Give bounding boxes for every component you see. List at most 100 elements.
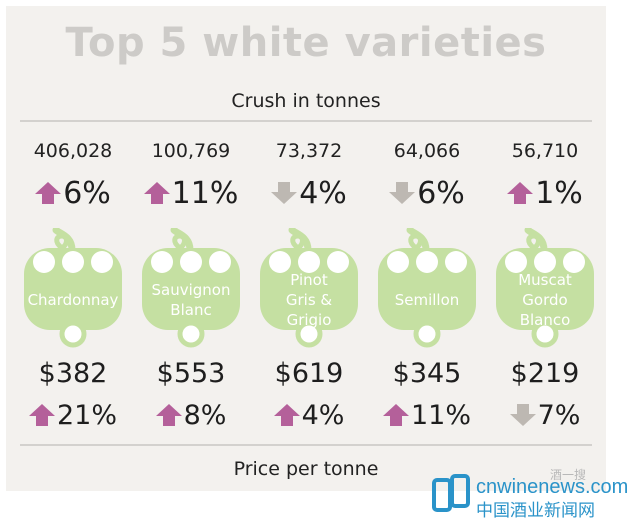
price-label: Price per tonne	[233, 458, 379, 480]
grape-berry	[531, 320, 559, 348]
variety-column: 56,710 1% Muscat Gordo Blanco $219 7%	[486, 6, 604, 491]
price-change: 11%	[368, 398, 486, 432]
price-per-tonne: $619	[274, 358, 344, 389]
arrow-up-icon	[273, 404, 300, 426]
grape-berry	[413, 320, 441, 348]
watermark-site: cnwinenews.com	[476, 476, 629, 498]
arrow-up-icon	[382, 404, 409, 426]
grape-berry	[563, 251, 585, 273]
crush-change-value: 4%	[299, 175, 347, 211]
arrow-up-icon	[507, 182, 534, 204]
arrow-down-icon	[389, 182, 416, 204]
grape-icon: Pinot Gris & Grigio	[250, 226, 368, 348]
variety-name: Muscat Gordo Blanco	[490, 270, 600, 330]
crush-change: 1%	[486, 175, 604, 211]
crush-tonnes: 56,710	[511, 140, 579, 162]
variety-name: Semillon	[372, 290, 482, 310]
variety-name-line: Gordo	[522, 291, 568, 309]
grape-cluster-icon	[378, 226, 476, 348]
crush-tonnes: 73,372	[275, 140, 343, 162]
grape-tendril	[172, 233, 187, 252]
crush-tonnes: 406,028	[33, 140, 113, 162]
variety-name: Chardonnay	[18, 290, 128, 310]
price-change-value: 21%	[56, 399, 117, 431]
price-change-value: 8%	[183, 399, 227, 431]
grape-berry	[445, 251, 467, 273]
grape-berry	[33, 251, 55, 273]
grape-berry	[180, 251, 202, 273]
grape-icon: Semillon	[368, 226, 486, 348]
crush-change: 11%	[132, 175, 250, 211]
grape-cluster-icon	[260, 226, 358, 348]
variety-column: 64,066 6% Semillon $345 11%	[368, 6, 486, 491]
variety-name: Sauvignon Blanc	[136, 280, 246, 320]
variety-name-line: Sauvignon	[151, 281, 231, 299]
arrow-up-icon	[35, 182, 62, 204]
price-per-tonne: $382	[38, 358, 108, 389]
grape-icon: Chardonnay	[14, 226, 132, 348]
price-per-tonne: $219	[510, 358, 580, 389]
grape-cluster-icon	[142, 226, 240, 348]
arrow-down-icon	[271, 182, 298, 204]
watermark: 酒一搜 cnwinenews.com 中国酒业新闻网	[430, 468, 630, 521]
watermark-chinese: 中国酒业新闻网	[476, 501, 595, 521]
chart-title: Top 5 white varieties	[65, 20, 547, 66]
grape-tendril	[526, 233, 541, 252]
grape-tendril	[408, 233, 423, 252]
crush-tonnes: 64,066	[393, 140, 461, 162]
price-change: 4%	[250, 398, 368, 432]
price-change-value: 11%	[410, 399, 471, 431]
price-change: 21%	[14, 398, 132, 432]
grape-icon: Sauvignon Blanc	[132, 226, 250, 348]
grape-tendril	[290, 233, 305, 252]
grape-berry	[177, 320, 205, 348]
variety-name-line: Pinot	[290, 271, 328, 289]
crush-change-value: 11%	[171, 175, 239, 211]
grape-berry	[327, 251, 349, 273]
grape-tendril	[54, 233, 69, 252]
variety-name-line: Semillon	[394, 291, 460, 309]
variety-name-line: Gris &	[285, 291, 333, 309]
crush-change-value: 1%	[535, 175, 583, 211]
grape-berry	[151, 251, 173, 273]
variety-name: Pinot Gris & Grigio	[254, 270, 364, 330]
variety-column: 406,028 6% Chardonnay $382 21%	[14, 6, 132, 491]
crush-change: 6%	[368, 175, 486, 211]
crush-change-value: 6%	[63, 175, 111, 211]
variety-column: 100,769 11% Sauvignon Blanc $553 8%	[132, 6, 250, 491]
price-change-value: 7%	[537, 399, 581, 431]
infographic-panel: Top 5 white varieties Crush in tonnes Pr…	[6, 6, 606, 491]
top-divider	[20, 120, 592, 122]
crush-label: Crush in tonnes	[231, 90, 381, 112]
watermark-small-text: 酒一搜	[550, 468, 587, 482]
price-per-tonne: $553	[156, 358, 226, 389]
crush-tonnes: 100,769	[151, 140, 231, 162]
arrow-up-icon	[28, 404, 55, 426]
crush-change: 4%	[250, 175, 368, 211]
grape-berry	[295, 320, 323, 348]
arrow-up-icon	[155, 404, 182, 426]
grape-berry	[534, 251, 556, 273]
grape-berry	[416, 251, 438, 273]
price-change-value: 4%	[301, 399, 345, 431]
grape-cluster-icon	[496, 226, 594, 348]
bottom-divider	[20, 444, 592, 446]
grape-cluster-icon	[24, 226, 122, 348]
variety-column: 73,372 4% Pinot Gris & Grigio $619 4%	[250, 6, 368, 491]
grape-berry	[505, 251, 527, 273]
price-change: 7%	[486, 398, 604, 432]
watermark-logo-icon	[432, 474, 470, 512]
price-change: 8%	[132, 398, 250, 432]
variety-name-line: Chardonnay	[27, 291, 119, 309]
price-per-tonne: $345	[392, 358, 462, 389]
grape-icon: Muscat Gordo Blanco	[486, 226, 604, 348]
grape-berry	[62, 251, 84, 273]
crush-change-value: 6%	[417, 175, 465, 211]
grape-berry	[91, 251, 113, 273]
arrow-down-icon	[509, 404, 536, 426]
variety-name-line: Muscat	[518, 271, 572, 289]
grape-berry	[209, 251, 231, 273]
arrow-up-icon	[143, 182, 170, 204]
grape-berry	[269, 251, 291, 273]
variety-columns: 406,028 6% Chardonnay $382 21% 100,769 11% Sauv…	[14, 6, 604, 491]
